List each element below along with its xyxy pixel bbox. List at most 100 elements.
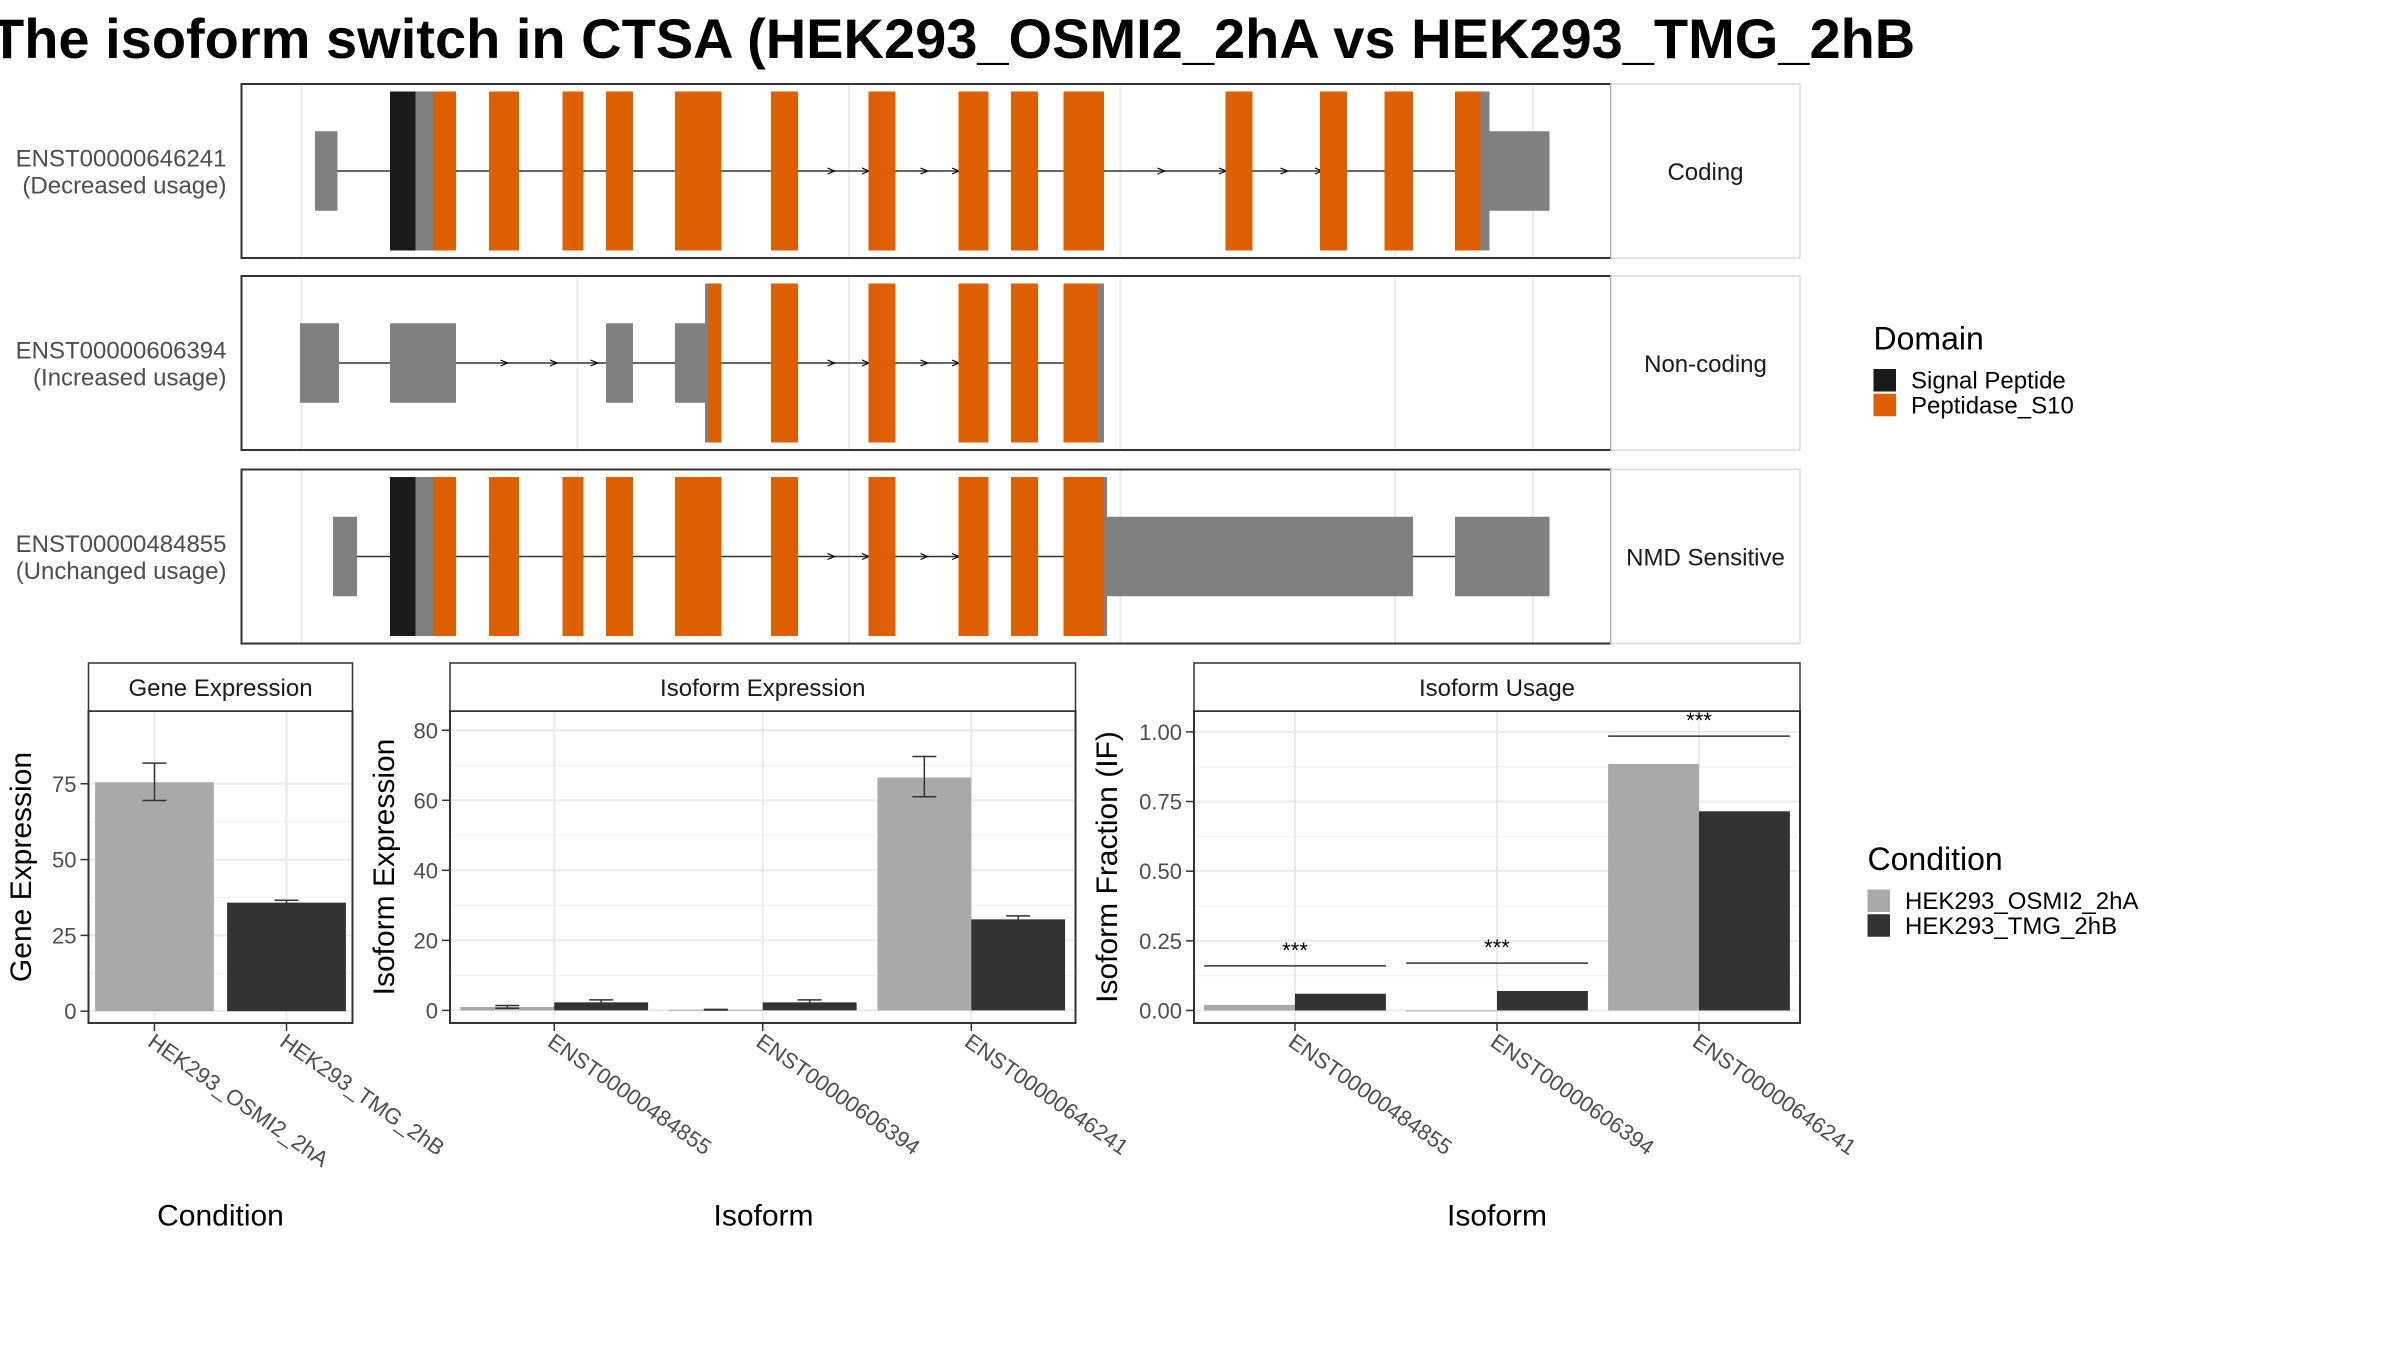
track-category-label: NMD Sensitive — [1626, 545, 1785, 572]
peptidase-domain — [771, 283, 798, 443]
domain-legend-key — [1873, 393, 1896, 417]
signal-peptide-domain — [390, 477, 416, 636]
isoform-usage-label: (Increased usage) — [33, 365, 226, 392]
peptidase-domain — [433, 477, 456, 636]
bar-HEK293_TMG_2hB-ENST00000646241 — [1699, 811, 1790, 1011]
strand-arrow — [1157, 167, 1167, 175]
bar-HEK293_OSMI2_2hA-ENST00000606394 — [1406, 1010, 1497, 1012]
peptidase-domain — [489, 477, 519, 636]
bar-HEK293_TMG_2hB-ENST00000484855 — [554, 1002, 649, 1011]
y-tick-label: 0.50 — [1139, 859, 1182, 884]
strand-arrow — [500, 359, 510, 367]
condition-legend-title: Condition — [1868, 841, 2003, 877]
isoform-id-label: ENST00000484855 — [16, 531, 227, 558]
peptidase-domain — [958, 477, 989, 636]
utr-exon — [1104, 516, 1413, 597]
peptidase-domain — [1225, 91, 1253, 251]
track-category-label: Coding — [1667, 159, 1743, 186]
peptidase-domain — [433, 91, 456, 251]
y-tick-label: 60 — [414, 788, 438, 813]
bar-chart-1: Gene Expression0255075HEK293_OSMI2_2hAHE… — [5, 662, 449, 1233]
isoform-id-label: ENST00000646241 — [16, 146, 227, 173]
condition-legend-label: HEK293_OSMI2_2hA — [1905, 888, 2138, 915]
bar-HEK293_TMG_2hB-ENST00000484855 — [1295, 993, 1386, 1011]
bar-HEK293_TMG_2hB-ENST00000646241 — [971, 919, 1066, 1011]
isoform-track-ENST00000646241: Coding ENST00000646241(Decreased usage) — [16, 83, 1801, 259]
condition-legend-label: HEK293_TMG_2hB — [1905, 913, 2117, 940]
peptidase-domain — [771, 91, 798, 251]
strand-arrow — [590, 359, 600, 367]
bar-HEK293_OSMI2_2hA-ENST00000484855 — [1204, 1004, 1295, 1011]
peptidase-domain — [1320, 91, 1347, 251]
peptidase-domain — [1011, 477, 1038, 636]
y-tick-label: 0.00 — [1139, 998, 1182, 1023]
x-axis-title: Isoform — [713, 1200, 813, 1233]
peptidase-domain — [1011, 91, 1038, 251]
strand-arrow — [827, 552, 837, 561]
facet-strip-title: Isoform Expression — [660, 675, 865, 702]
strand-arrow — [827, 359, 837, 367]
y-axis-title: Isoform Fraction (IF) — [1091, 731, 1124, 1003]
y-tick-label: 25 — [52, 923, 76, 948]
bar-HEK293_OSMI2_2hA — [95, 782, 214, 1012]
utr-exon — [1455, 516, 1550, 597]
bar-HEK293_OSMI2_2hA-ENST00000646241 — [877, 777, 972, 1011]
domain-legend-label: Peptidase_S10 — [1911, 392, 2074, 419]
peptidase-domain — [868, 91, 896, 251]
isoform-usage-label: (Decreased usage) — [22, 173, 226, 200]
figure-title: The isoform switch in CTSA (HEK293_OSMI2… — [0, 7, 1915, 70]
peptidase-domain — [771, 477, 798, 636]
peptidase-domain — [958, 91, 989, 251]
strand-arrow — [827, 167, 837, 175]
utr-exon — [300, 323, 339, 403]
utr-exon — [333, 516, 357, 597]
significance-label: *** — [1686, 708, 1712, 733]
bar-HEK293_TMG_2hB-ENST00000606394 — [762, 1002, 857, 1011]
facet-strip — [87, 662, 354, 712]
utr-exon — [606, 323, 633, 403]
y-axis-title: Isoform Expression — [368, 739, 401, 996]
peptidase-domain — [708, 283, 722, 443]
track-category-strip — [1610, 468, 1801, 645]
y-tick-label: 40 — [414, 858, 438, 883]
facet-strip — [1193, 662, 1801, 712]
condition-legend-key — [1867, 914, 1890, 937]
peptidase-domain — [489, 91, 519, 251]
strand-arrow — [920, 552, 930, 561]
peptidase-domain — [606, 477, 633, 636]
track-category-label: Non-coding — [1644, 351, 1767, 378]
peptidase-domain — [868, 477, 896, 636]
peptidase-domain — [1011, 283, 1038, 443]
x-axis-title: Condition — [157, 1200, 284, 1233]
domain-legend-title: Domain — [1874, 321, 1984, 357]
strand-arrow — [1280, 167, 1290, 175]
bar-HEK293_TMG_2hB — [227, 902, 346, 1012]
facet-strip — [449, 662, 1077, 712]
bar-HEK293_TMG_2hB-ENST00000606394 — [1497, 990, 1588, 1011]
peptidase-domain — [958, 283, 989, 443]
y-tick-label: 1.00 — [1139, 720, 1182, 745]
y-tick-label: 0.75 — [1139, 790, 1182, 815]
x-axis-title: Isoform — [1447, 1200, 1547, 1233]
y-tick-label: 80 — [414, 718, 438, 743]
significance-label: *** — [1484, 935, 1510, 960]
utr-exon — [315, 131, 338, 211]
strand-arrow — [549, 359, 559, 367]
isoform-track-ENST00000606394: Non-coding ENST00000606394(Increased usag… — [16, 275, 1801, 451]
isoform-usage-label: (Unchanged usage) — [16, 558, 227, 585]
strand-arrow — [920, 167, 930, 175]
track-category-strip — [1610, 275, 1801, 451]
y-tick-label: 20 — [414, 928, 438, 953]
condition-legend-key — [1867, 889, 1890, 912]
isoform-structure-panels: Coding ENST00000646241(Decreased usage) No… — [16, 83, 1801, 645]
peptidase-domain — [1455, 91, 1481, 251]
peptidase-domain — [1063, 91, 1104, 251]
peptidase-domain — [606, 91, 633, 251]
y-tick-label: 75 — [52, 772, 76, 797]
peptidase-domain — [1063, 283, 1098, 443]
y-tick-label: 0 — [64, 999, 76, 1024]
